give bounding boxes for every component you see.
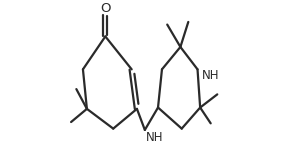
- Text: NH: NH: [146, 131, 163, 144]
- Text: O: O: [100, 2, 111, 15]
- Text: NH: NH: [202, 69, 220, 82]
